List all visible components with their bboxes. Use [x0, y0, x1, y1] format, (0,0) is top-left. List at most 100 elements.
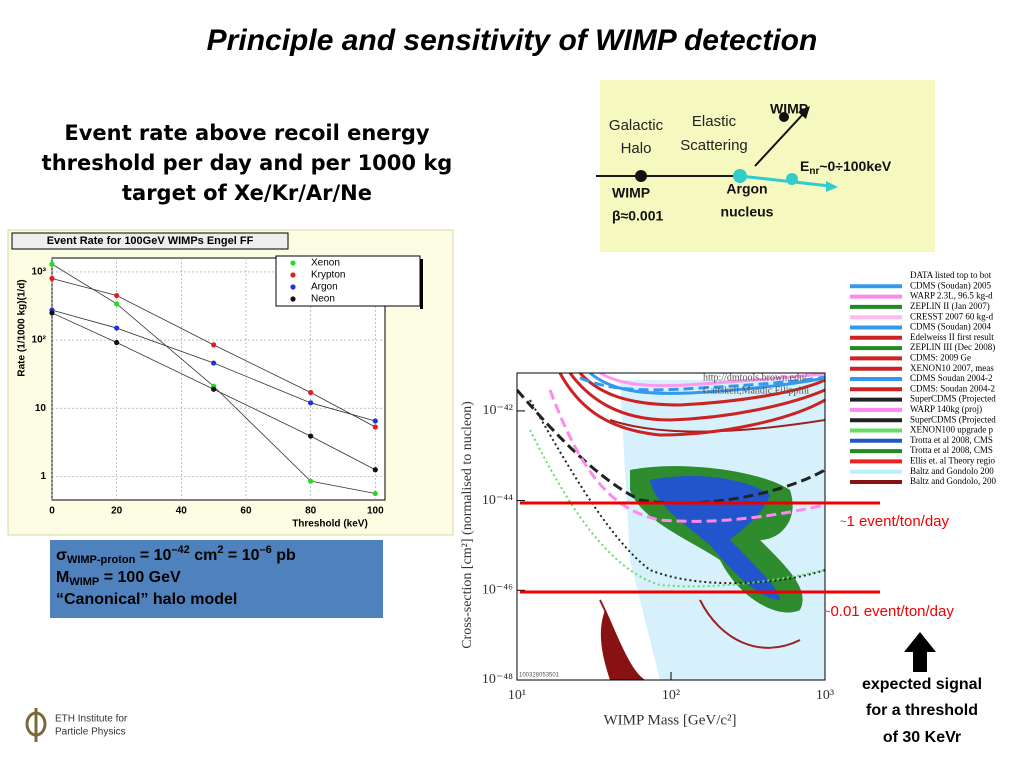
rate-text: Event rate above recoil energy: [64, 121, 430, 145]
legend-marker: [290, 296, 296, 302]
scattered-wimp: [754, 111, 806, 167]
legend-label: ZEPLIN II (Jan 2007): [910, 301, 990, 311]
info-part: = 10: [135, 547, 171, 564]
legend-marker: [290, 272, 296, 278]
annotation: ~0.01 event/ton/day: [824, 603, 954, 620]
logo-text: ETH Institute for: [55, 714, 128, 725]
y-tick-label: 10³: [32, 267, 47, 278]
data-point: [49, 275, 55, 282]
limit-curve: [599, 373, 825, 388]
recoil-track: [739, 174, 831, 188]
limit-curve: [558, 373, 825, 437]
data-point: [49, 310, 55, 316]
info-line: σWIMP-proton = 10–42 cm2 = 10–6 pb: [56, 544, 296, 566]
diagram-label: Galactic: [609, 117, 664, 134]
cmssm-core: [650, 475, 780, 600]
rate-chart: 1 10 10² 10³ 0 20 40 60 80 100 XenonKryptonArgonNe…: [32, 255, 423, 517]
info-line: “Canonical” halo model: [56, 591, 237, 608]
annotation: expected signal: [862, 676, 982, 693]
arrowhead: [826, 181, 838, 192]
data-point: [372, 424, 378, 430]
y-axis-title: Cross-section [cm²] (normalised to nucle…: [460, 401, 475, 649]
legend-label: WARP 140kg (proj): [910, 404, 982, 414]
diagram-label: Argon: [726, 181, 767, 197]
annotation-part: 0.01 event/ton/day: [830, 603, 954, 620]
legend-label: DATA listed top to bot: [910, 270, 992, 280]
info-part: 2: [217, 544, 223, 556]
info-box: [50, 540, 383, 618]
data-point: [211, 342, 217, 348]
info-line: MWIMP = 100 GeV: [56, 569, 181, 588]
legend-label: Baltz and Gondolo 200: [910, 466, 994, 476]
x-tick-label: 60: [240, 506, 252, 517]
label-part: E: [800, 158, 809, 174]
legend-label: XENON100 upgrade p: [910, 425, 993, 435]
diagram-box: [600, 80, 935, 252]
y-tick-label: 10²: [32, 335, 47, 346]
scattering-diagram: Galactic Halo Elastic Scattering WIMP En…: [596, 80, 935, 252]
info-part: cm: [190, 547, 218, 564]
legend-label: CDMS (Soudan) 2004: [910, 322, 992, 332]
projection-curve: [529, 399, 825, 585]
diagram-label: Elastic: [692, 113, 737, 130]
legend-marker: [290, 284, 296, 290]
legend-label: Xenon: [311, 258, 340, 269]
diagram-label: nucleus: [721, 204, 774, 220]
projection-curve: [517, 389, 825, 505]
info-part: WIMP: [69, 576, 99, 588]
data-point: [372, 418, 378, 424]
legend-label: Krypton: [311, 270, 345, 281]
annotation: of 30 KeVr: [883, 729, 961, 746]
legend-marker: [290, 260, 296, 266]
legend-label: XENON10 2007, meas: [910, 363, 994, 373]
legend-label: Ellis et. al Theory regio: [910, 455, 996, 465]
legend-label: WARP 2.3L, 96.5 kg-d: [910, 291, 993, 301]
data-point: [114, 339, 120, 346]
info-part: = 100 GeV: [99, 569, 181, 586]
annotation-part: 1 event/ton/day: [846, 513, 949, 530]
data-point: [114, 325, 120, 331]
stamp: 100328053501: [519, 673, 560, 679]
diagram-label: Scattering: [680, 137, 748, 154]
x-axis-title: WIMP Mass [GeV/c²]: [603, 712, 736, 728]
dama-region: [600, 610, 645, 680]
data-point: [114, 301, 120, 307]
legend-label: Edelweiss II first result: [910, 332, 994, 342]
legend-label: CDMS (Soudan) 2005: [910, 280, 992, 290]
y-tick-label: 10⁻⁴⁶: [482, 583, 513, 598]
data-point: [211, 360, 217, 366]
y-tick-label: 1: [40, 471, 46, 482]
diagram-label: Halo: [621, 140, 652, 157]
data-point: [372, 490, 378, 497]
y-tick-label: 10: [35, 403, 47, 414]
y-tick-label: 10⁻⁴⁸: [482, 672, 513, 687]
diagram-label: WIMP: [770, 101, 808, 117]
arrowhead: [798, 106, 810, 119]
projection-curve: [548, 389, 825, 523]
y-axis-title: Rate (1/1000 kg)(1/d): [17, 279, 28, 376]
credit: http://dmtools.brown.edu/: [703, 372, 807, 383]
annotation-part: ~: [840, 516, 846, 528]
x-axis-title: Threshold (keV): [292, 519, 368, 530]
slide-title: Principle and sensitivity of WIMP detect…: [207, 24, 818, 57]
credit: Gaitskell,Mandic,Filippini: [703, 385, 809, 396]
y-tick-label: 10⁻⁴⁴: [482, 493, 513, 508]
x-tick-label: 80: [305, 506, 317, 517]
rate-text: threshold per day and per 1000 kg: [42, 151, 453, 175]
label-part: nr: [809, 166, 819, 177]
rate-text: target of Xe/Kr/Ar/Ne: [122, 181, 372, 205]
wimp-dot: [779, 112, 789, 122]
diagram-label: β≈0.001: [612, 208, 663, 224]
legend-label: SuperCDMS (Projected: [910, 414, 996, 424]
data-point: [308, 389, 314, 396]
annotation: for a threshold: [866, 702, 978, 719]
legend-label: CDMS Soudan 2004-2: [910, 373, 993, 383]
x-tick-label: 10²: [662, 688, 680, 703]
legend-label: ZEPLIN III (Dec 2008): [910, 342, 995, 352]
annotation: ~1 event/ton/day: [840, 513, 950, 530]
y-tick-label: 10⁻⁴²: [483, 403, 513, 418]
legend-shadow: [420, 259, 423, 309]
